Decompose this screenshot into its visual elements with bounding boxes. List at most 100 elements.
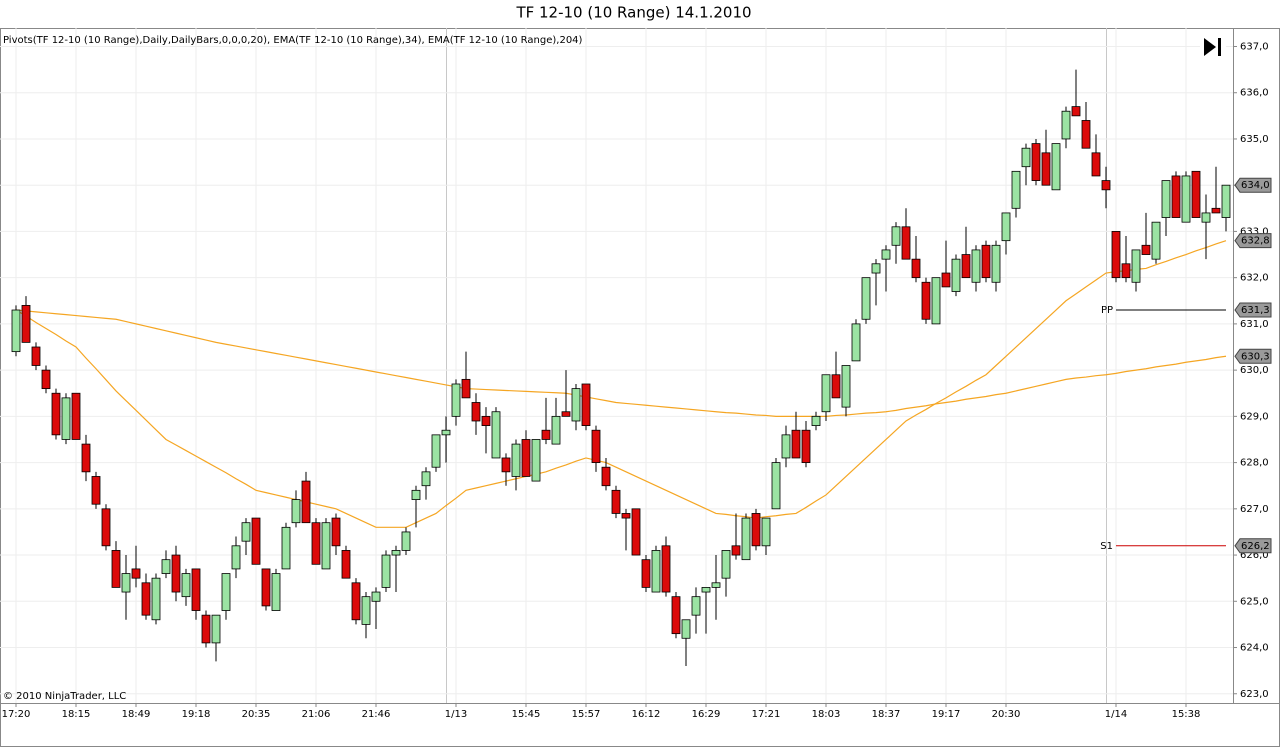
- price-marker: [1234, 177, 1272, 193]
- candle-body: [351, 582, 361, 621]
- candle-body: [731, 545, 741, 556]
- candle-body: [791, 429, 801, 459]
- price-marker: [1234, 233, 1272, 249]
- marks: [11, 69, 1231, 667]
- button-icon[interactable]: [1204, 38, 1216, 56]
- candle-body: [251, 517, 261, 565]
- chart-title: TF 12-10 (10 Range) 14.1.2010: [515, 4, 751, 22]
- candle-body: [771, 462, 781, 510]
- x-tick-label: 18:49: [122, 709, 151, 720]
- x-tick-label: 1/13: [445, 709, 467, 720]
- candle-body: [41, 369, 51, 390]
- candle-body: [481, 415, 491, 427]
- candle-body: [281, 526, 291, 570]
- candle-body: [841, 365, 851, 408]
- candle-body: [441, 429, 451, 436]
- y-tick-label: 626,0: [1240, 550, 1269, 561]
- candle-body: [751, 513, 761, 547]
- x-tick-label: 20:35: [242, 709, 271, 720]
- candle-body: [511, 443, 521, 477]
- candle-body: [311, 522, 321, 565]
- candle-body: [191, 568, 201, 611]
- candle-body: [621, 513, 631, 519]
- candle-body: [401, 531, 411, 551]
- candle-body: [701, 587, 711, 593]
- candle-body: [181, 573, 191, 598]
- candle-body: [681, 619, 691, 639]
- candle-body: [521, 439, 531, 477]
- candle-body: [371, 591, 381, 602]
- candle-body: [1031, 143, 1041, 181]
- candle-body: [391, 550, 401, 556]
- price-marker-label: 630,3: [1241, 351, 1270, 362]
- candle-body: [1181, 175, 1191, 223]
- candle-body: [1091, 152, 1101, 177]
- candle-body: [451, 383, 461, 417]
- button-icon[interactable]: [1218, 38, 1221, 56]
- candle-body: [641, 559, 651, 588]
- candle-body: [1051, 143, 1061, 191]
- candle-body: [471, 402, 481, 422]
- x-tick-label: 19:18: [182, 709, 211, 720]
- candle-body: [361, 596, 371, 625]
- candle-body: [551, 415, 561, 445]
- price-marker-label: 631,3: [1241, 305, 1270, 316]
- candle-body: [111, 550, 121, 588]
- candle-body: [1161, 180, 1171, 218]
- candle-body: [971, 249, 981, 283]
- candle-body: [1111, 231, 1121, 279]
- candle-body: [421, 471, 431, 487]
- x-tick-label: 15:38: [1172, 709, 1201, 720]
- y-tick-label: 637,0: [1240, 41, 1269, 52]
- x-tick-label: 18:37: [872, 709, 901, 720]
- candle-body: [231, 545, 241, 570]
- candle-body: [241, 522, 251, 542]
- candle-body: [1191, 170, 1201, 218]
- candle-body: [691, 596, 701, 616]
- candle-body: [571, 388, 581, 422]
- candle-body: [491, 411, 501, 459]
- candle-body: [31, 346, 41, 366]
- y-tick-label: 630,0: [1240, 365, 1269, 376]
- candle-body: [201, 614, 211, 644]
- candle-body: [321, 522, 331, 570]
- y-tick-label: 632,0: [1240, 273, 1269, 284]
- candle-body: [1001, 212, 1011, 242]
- price-marker: [1234, 538, 1272, 554]
- candle-body: [531, 439, 541, 482]
- candle-body: [1061, 110, 1071, 140]
- x-tick-label: 16:29: [692, 709, 721, 720]
- candle-body: [1121, 263, 1131, 279]
- candle-body: [741, 517, 751, 561]
- candle-body: [121, 573, 131, 593]
- candle-body: [721, 550, 731, 579]
- x-tick-label: 21:46: [362, 709, 391, 720]
- candle-body: [831, 374, 841, 399]
- x-tick-label: 17:21: [752, 709, 781, 720]
- x-tick-label: 15:57: [572, 709, 601, 720]
- price-marker-label: 626,2: [1241, 541, 1270, 552]
- candle-body: [81, 443, 91, 473]
- candle-body: [931, 277, 941, 325]
- candle-body: [891, 226, 901, 246]
- candle-body: [961, 254, 971, 279]
- candle-body: [851, 323, 861, 362]
- candle-body: [211, 614, 221, 644]
- candle-body: [781, 434, 791, 459]
- go-to-end-button[interactable]: [1200, 36, 1226, 58]
- candle-body: [761, 517, 771, 547]
- candle-body: [1131, 249, 1141, 283]
- candle-body: [541, 429, 551, 440]
- price-marker-label: 634,0: [1241, 180, 1270, 191]
- candle-body: [591, 429, 601, 463]
- candle-body: [661, 545, 671, 593]
- candle-body: [271, 573, 281, 611]
- x-tick-label: 18:03: [812, 709, 841, 720]
- candle-body: [951, 258, 961, 292]
- candle-body: [611, 489, 621, 514]
- y-tick-label: 629,0: [1240, 411, 1269, 422]
- candle-body: [101, 508, 111, 547]
- y-tick-label: 627,0: [1240, 504, 1269, 515]
- candle-body: [141, 582, 151, 616]
